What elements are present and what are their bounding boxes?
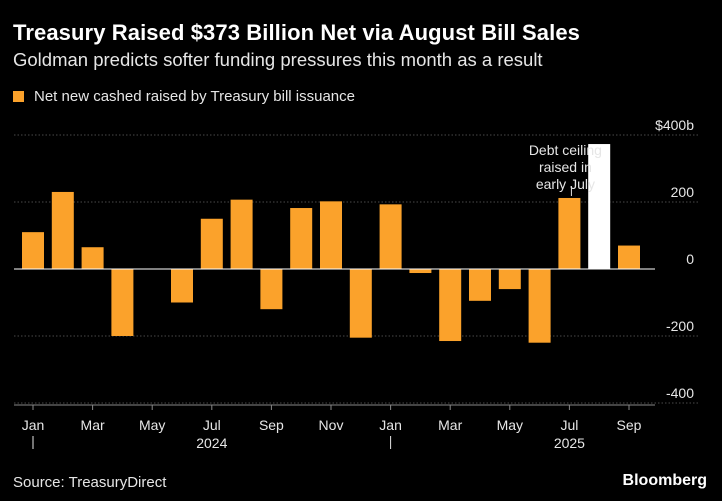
bar — [81, 247, 104, 269]
chart-title: Treasury Raised $373 Billion Net via Aug… — [13, 20, 581, 45]
x-tick-label: Nov — [319, 417, 344, 433]
bar — [469, 269, 491, 301]
year-label: 2025 — [554, 435, 585, 451]
annotation-text: early July — [536, 176, 595, 192]
y-tick-label: -200 — [666, 318, 694, 334]
legend-swatch — [13, 91, 24, 102]
bar — [379, 204, 402, 269]
y-tick-label: 0 — [686, 251, 694, 267]
bar — [588, 144, 611, 269]
bloomberg-logo: Bloomberg — [622, 472, 707, 489]
y-tick-label: 200 — [671, 184, 695, 200]
chart-subtitle: Goldman predicts softer funding pressure… — [13, 49, 543, 70]
bar — [111, 269, 134, 336]
bar — [171, 269, 193, 303]
bar — [498, 269, 521, 290]
y-tick-label: $400b — [655, 117, 694, 133]
bar — [409, 269, 432, 274]
source-note: Source: TreasuryDirect — [13, 474, 167, 491]
y-tick-label: -400 — [666, 385, 694, 401]
bar — [320, 201, 342, 269]
x-tick-label: Jan — [379, 417, 402, 433]
bar — [230, 199, 253, 269]
bar — [618, 245, 640, 269]
x-tick-label: Jul — [203, 417, 221, 433]
x-tick-label: May — [139, 417, 165, 433]
bar — [22, 232, 44, 269]
bar — [51, 191, 74, 269]
year-label: 2024 — [196, 435, 227, 451]
annotation-text: Debt ceiling — [529, 142, 602, 158]
bar — [528, 269, 551, 343]
bar — [439, 269, 462, 342]
bar — [200, 218, 223, 269]
x-tick-label: Mar — [438, 417, 462, 433]
legend-label: Net new cashed raised by Treasury bill i… — [34, 88, 355, 105]
x-tick-label: Mar — [81, 417, 105, 433]
x-tick-label: Jan — [22, 417, 45, 433]
x-tick-label: Sep — [617, 417, 642, 433]
bar — [290, 208, 313, 269]
x-tick-label: Jul — [560, 417, 578, 433]
bar — [349, 269, 372, 338]
annotation-text: raised in — [539, 159, 592, 175]
bar — [558, 197, 581, 269]
x-tick-label: May — [497, 417, 523, 433]
bar — [260, 269, 283, 310]
legend: Net new cashed raised by Treasury bill i… — [13, 88, 355, 105]
x-tick-label: Sep — [259, 417, 284, 433]
